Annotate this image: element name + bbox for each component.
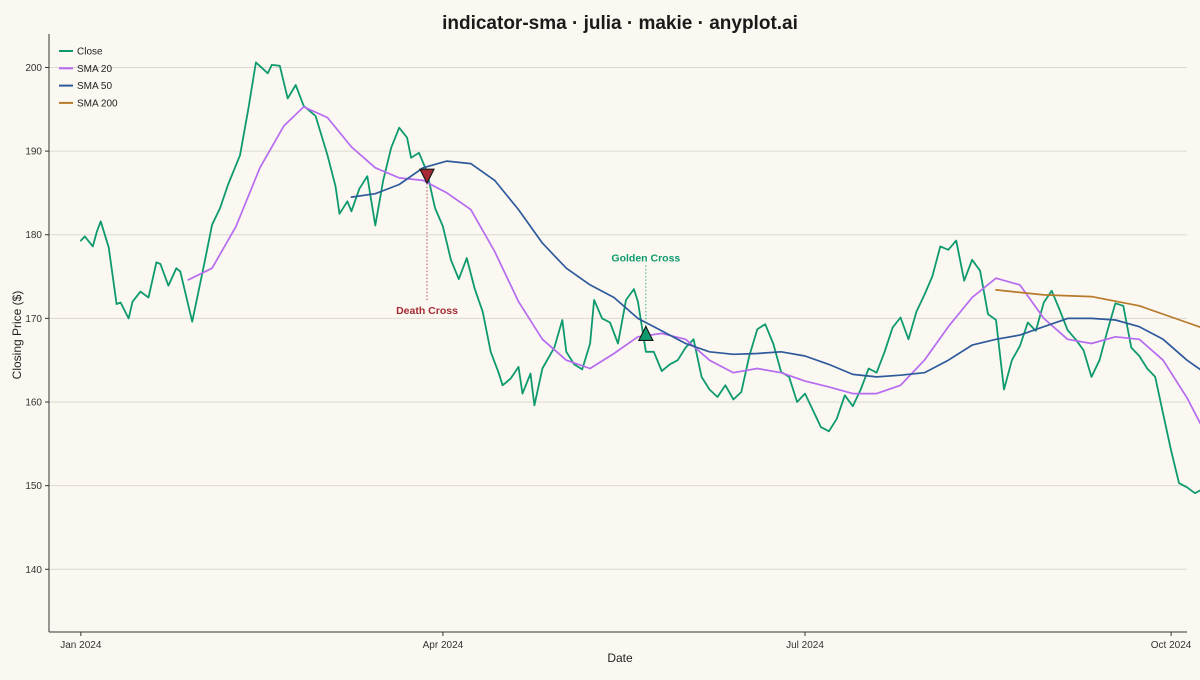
tick-labels: 140 150 160 170 180 190 200 Jan 2024 Apr 2024 Jul… bbox=[25, 63, 1191, 651]
series-lines bbox=[79, 61, 1200, 495]
series-line-sma-20 bbox=[187, 105, 1200, 425]
x-tick-label: Apr 2024 bbox=[423, 640, 464, 651]
y-tick-label: 200 bbox=[25, 63, 42, 74]
y-tick-label: 160 bbox=[25, 398, 42, 409]
y-axis-label: Closing Price ($) bbox=[10, 291, 24, 380]
legend-label: SMA 20 bbox=[77, 64, 112, 75]
series-line-sma-50 bbox=[350, 160, 1200, 378]
cross-annotations: Death Cross Golden Cross bbox=[396, 168, 680, 342]
y-tick-label: 180 bbox=[25, 230, 42, 241]
x-tick-label: Jul 2024 bbox=[786, 640, 824, 651]
axes bbox=[48, 34, 1187, 633]
y-tick-label: 170 bbox=[25, 314, 42, 325]
death-cross-marker bbox=[419, 168, 435, 185]
y-tick-label: 190 bbox=[25, 147, 42, 158]
golden-cross-marker bbox=[637, 325, 654, 342]
x-tick-label: Oct 2024 bbox=[1151, 640, 1192, 651]
x-axis-label: Date bbox=[607, 651, 633, 665]
series-line-close bbox=[79, 61, 1200, 495]
legend: Close SMA 20 SMA 50 SMA 200 bbox=[59, 47, 118, 109]
death-cross-label: Death Cross bbox=[396, 305, 458, 317]
chart-title: indicator-sma · julia · makie · anyplot.… bbox=[442, 13, 798, 34]
legend-label: SMA 200 bbox=[77, 98, 118, 109]
y-tick-label: 140 bbox=[25, 565, 42, 576]
golden-cross-label: Golden Cross bbox=[611, 252, 680, 264]
x-tick-label: Jan 2024 bbox=[60, 640, 102, 651]
y-tick-label: 150 bbox=[25, 481, 42, 492]
gridlines bbox=[49, 66, 1187, 570]
series-line-sma-200 bbox=[995, 289, 1200, 328]
legend-label: Close bbox=[77, 47, 103, 58]
legend-label: SMA 50 bbox=[77, 81, 112, 92]
